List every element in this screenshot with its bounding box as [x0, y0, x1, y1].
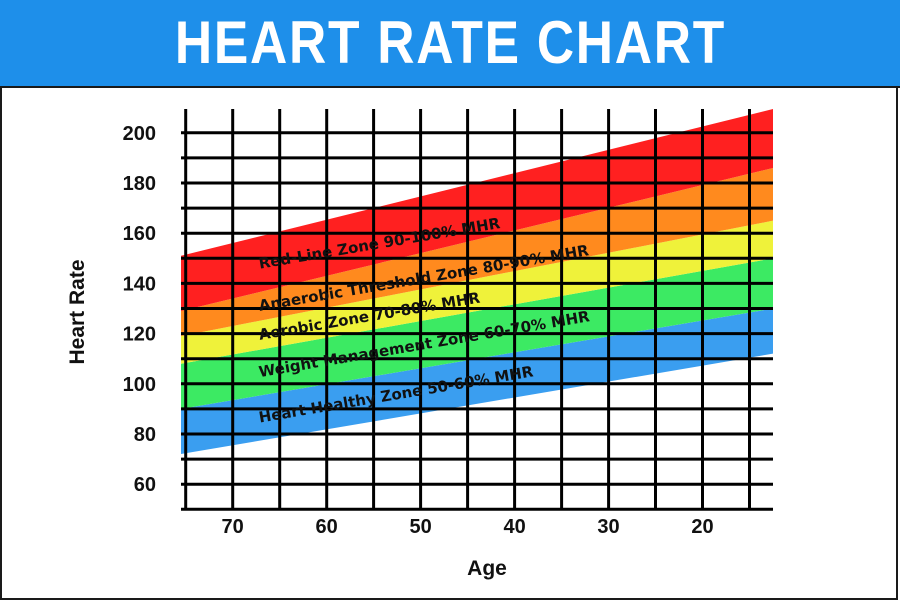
y-tick-labels: 60 80 100 120 140 160 180 200 — [123, 123, 156, 496]
x-axis-label: Age — [467, 557, 507, 580]
x-tick-label: 50 — [409, 516, 431, 538]
x-tick-label: 40 — [503, 516, 525, 538]
zone-band-5 — [181, 109, 773, 312]
y-tick-label: 120 — [123, 324, 156, 346]
zone-band-3 — [181, 220, 773, 364]
x-tick-label: 30 — [597, 516, 619, 538]
x-tick-labels: 70 60 50 40 30 20 — [222, 516, 714, 538]
y-tick-label: 180 — [123, 173, 156, 195]
title-banner: HEART RATE CHART — [0, 0, 900, 88]
y-tick-label: 60 — [134, 474, 156, 496]
y-tick-label: 160 — [123, 223, 156, 245]
y-axis-label: Heart Rate — [66, 259, 89, 364]
x-tick-label: 20 — [691, 516, 713, 538]
x-tick-label: 60 — [316, 516, 338, 538]
x-tick-label: 70 — [222, 516, 244, 538]
y-tick-label: 140 — [123, 273, 156, 295]
zone-bands — [181, 109, 773, 455]
grid-lines — [181, 109, 773, 511]
y-tick-label: 100 — [123, 374, 156, 396]
y-tick-label: 200 — [123, 123, 156, 145]
zone-band-1 — [181, 308, 773, 455]
zone-band-4 — [181, 167, 773, 337]
chart-panel — [0, 88, 898, 600]
chart-title: HEART RATE CHART — [174, 9, 726, 76]
y-tick-label: 80 — [134, 424, 156, 446]
